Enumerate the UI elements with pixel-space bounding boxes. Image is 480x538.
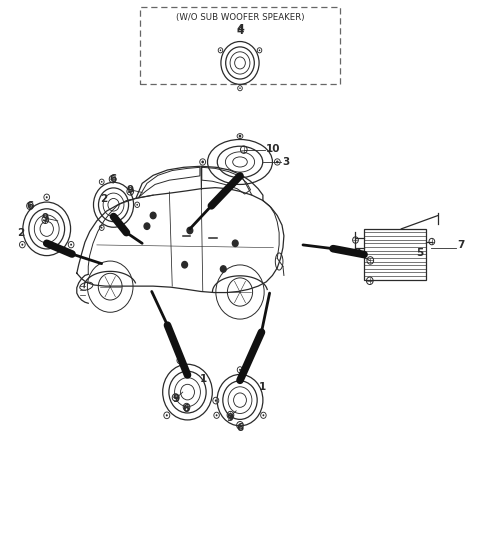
Circle shape bbox=[276, 160, 278, 164]
Circle shape bbox=[202, 160, 204, 164]
Circle shape bbox=[70, 244, 72, 246]
Bar bbox=[364, 229, 426, 280]
Text: 10: 10 bbox=[266, 144, 281, 154]
Text: 6: 6 bbox=[109, 174, 116, 184]
Text: 4: 4 bbox=[236, 24, 244, 33]
Text: 2: 2 bbox=[100, 194, 108, 204]
Text: 4: 4 bbox=[236, 26, 244, 37]
Text: 2: 2 bbox=[17, 228, 24, 238]
Circle shape bbox=[239, 87, 241, 89]
Text: 1: 1 bbox=[200, 374, 207, 384]
Text: 5: 5 bbox=[417, 248, 424, 258]
Circle shape bbox=[136, 204, 138, 206]
Text: 7: 7 bbox=[457, 240, 465, 250]
Text: 8: 8 bbox=[353, 248, 360, 258]
Circle shape bbox=[216, 414, 217, 416]
Circle shape bbox=[150, 213, 156, 218]
Text: 6: 6 bbox=[182, 404, 190, 414]
Circle shape bbox=[220, 49, 221, 51]
Circle shape bbox=[259, 49, 260, 51]
Circle shape bbox=[101, 181, 103, 183]
Circle shape bbox=[144, 223, 150, 229]
Circle shape bbox=[239, 134, 241, 138]
Text: 9: 9 bbox=[172, 393, 179, 404]
Circle shape bbox=[239, 369, 241, 371]
Circle shape bbox=[166, 414, 168, 416]
Text: 6: 6 bbox=[26, 201, 34, 211]
Text: 3: 3 bbox=[282, 157, 289, 167]
Circle shape bbox=[46, 196, 48, 199]
Circle shape bbox=[101, 227, 103, 229]
Circle shape bbox=[182, 261, 188, 268]
Text: 1: 1 bbox=[259, 382, 266, 392]
Circle shape bbox=[22, 244, 24, 246]
Text: 9: 9 bbox=[227, 413, 234, 423]
Circle shape bbox=[263, 414, 264, 416]
Text: 9: 9 bbox=[127, 185, 134, 195]
Circle shape bbox=[179, 359, 181, 362]
Text: 9: 9 bbox=[42, 213, 49, 223]
Text: 6: 6 bbox=[236, 423, 244, 434]
Text: (W/O SUB WOOFER SPEAKER): (W/O SUB WOOFER SPEAKER) bbox=[176, 13, 304, 22]
Circle shape bbox=[220, 266, 226, 272]
Circle shape bbox=[187, 227, 193, 233]
Circle shape bbox=[215, 400, 217, 402]
Circle shape bbox=[232, 240, 238, 246]
